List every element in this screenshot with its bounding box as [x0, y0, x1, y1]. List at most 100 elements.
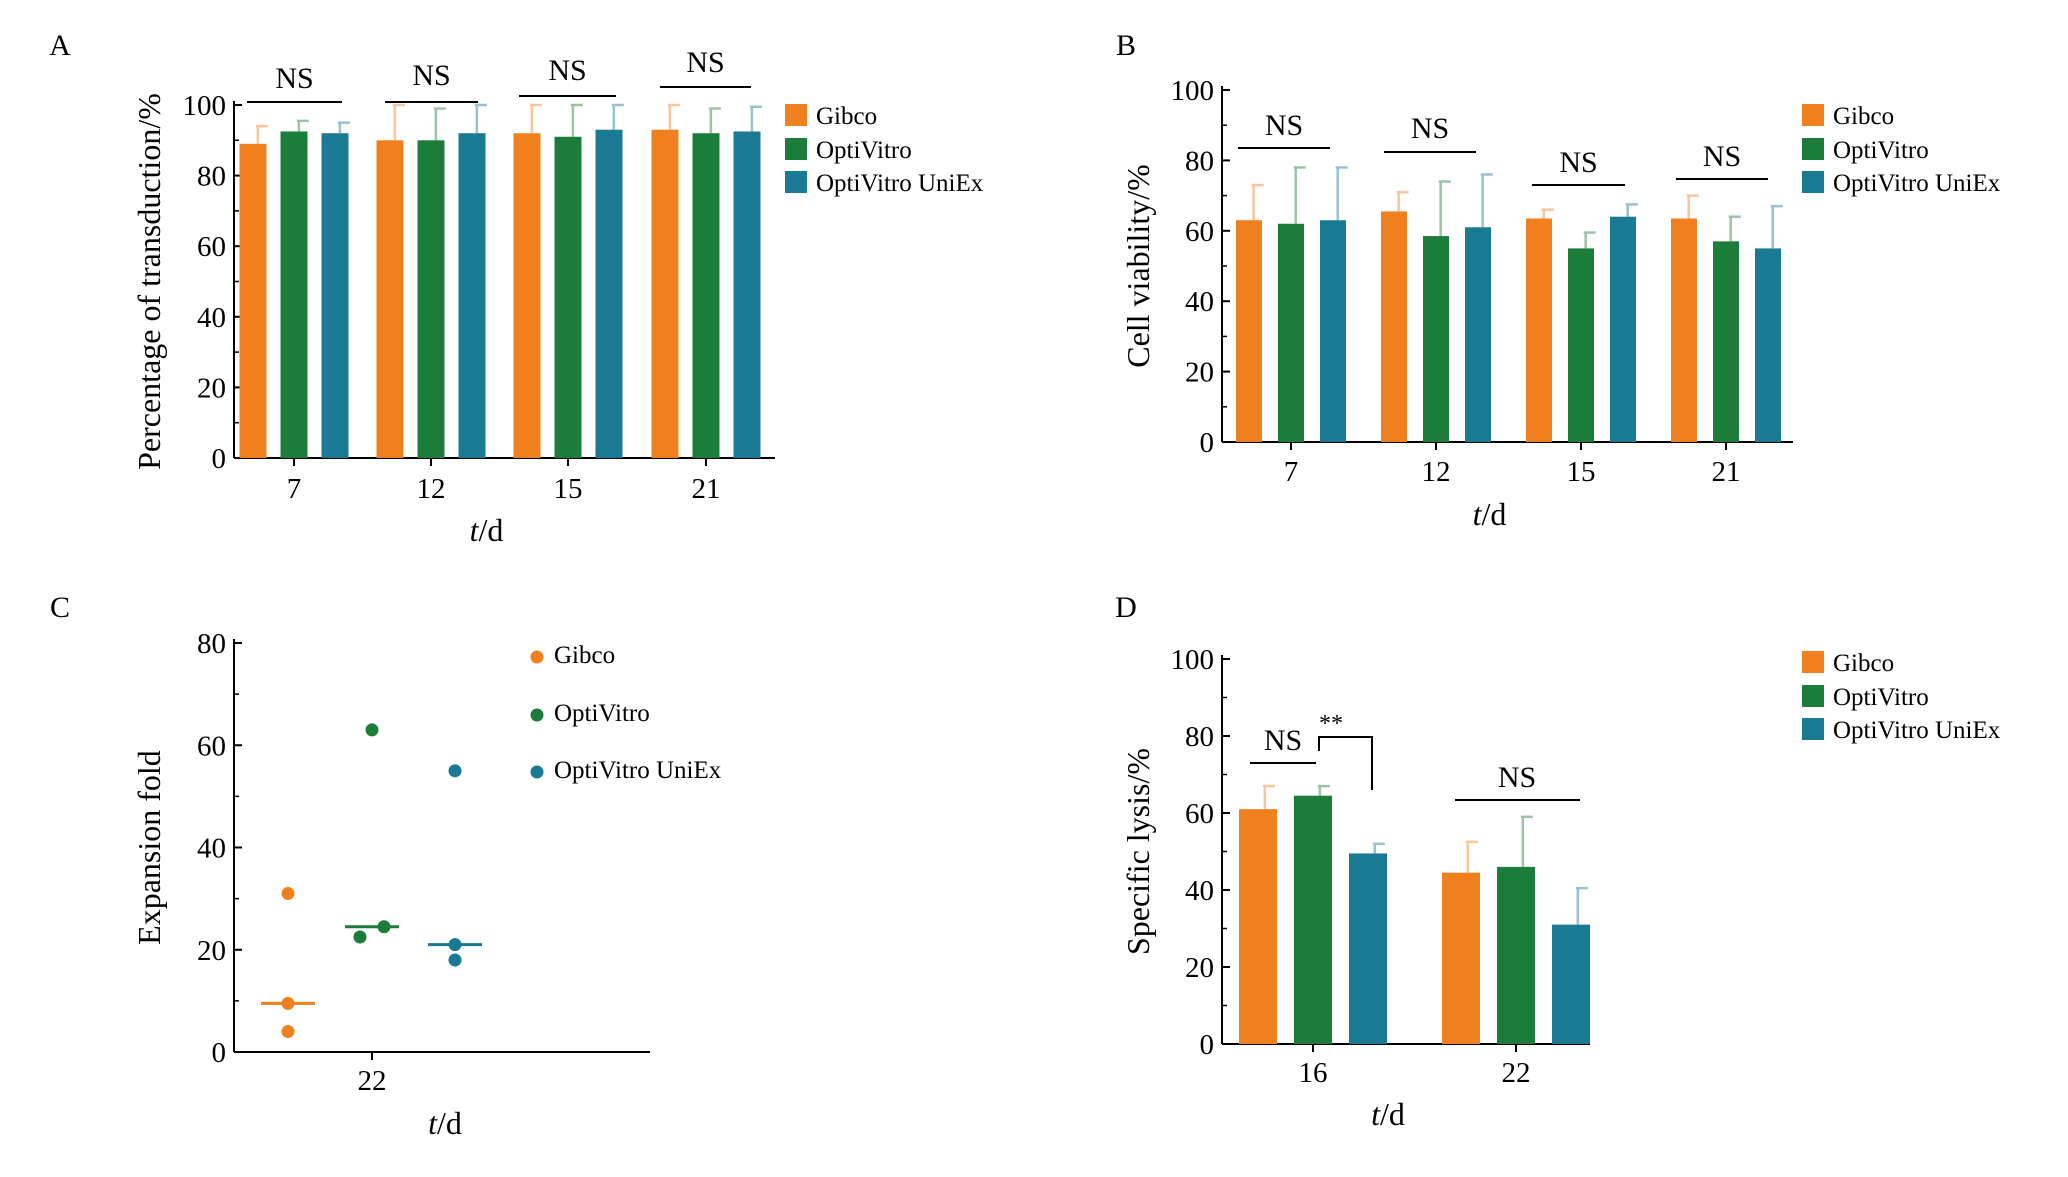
x-tick-label: 15 — [1567, 456, 1596, 488]
data-point-optivitro — [377, 920, 391, 934]
legend-label: Gibco — [1833, 103, 1894, 130]
y-tick-label: 40 — [197, 302, 226, 334]
y-axis-title: Expansion fold — [131, 750, 167, 945]
data-point-optivitro — [365, 723, 379, 737]
panel-a: A 0 20 40 60 80 100 Percentage of transduction/… — [49, 29, 984, 548]
bar-a-15-optivitro-uniex — [595, 129, 623, 458]
x-tick-label: 22 — [1502, 1057, 1531, 1089]
y-tick-label: 0 — [1200, 427, 1215, 459]
legend-marker — [530, 708, 544, 722]
y-tick-label: 100 — [1171, 75, 1215, 107]
x-axis-title: t/d — [428, 1105, 462, 1141]
y-tick-label: 100 — [183, 90, 227, 122]
bar-b-21-optivitro-uniex — [1755, 248, 1781, 442]
data-point-gibco — [281, 1025, 295, 1039]
legend-swatch — [1802, 651, 1824, 673]
x-tick-label: 7 — [287, 473, 302, 505]
y-axis-title: Cell viability/% — [1120, 164, 1156, 368]
y-tick-label: 20 — [197, 372, 226, 404]
y-tick-label: 40 — [1185, 875, 1214, 907]
data-point-optivitro-uniex — [448, 953, 462, 967]
x-tick-label: 16 — [1299, 1057, 1328, 1089]
x-tick-label: 21 — [692, 473, 721, 505]
significance-label: NS — [1559, 146, 1597, 179]
x-axis-title: t/d — [1473, 496, 1507, 532]
x-axis-title-unit: /d — [1482, 496, 1507, 532]
legend-swatch — [1802, 718, 1824, 740]
x-axis-title-unit: /d — [437, 1105, 462, 1141]
x-tick-label: 15 — [554, 473, 583, 505]
bar-b-7-optivitro — [1278, 223, 1304, 442]
y-tick-label: 100 — [1171, 644, 1215, 676]
bar-b-15-optivitro-uniex — [1610, 216, 1636, 442]
bar-b-12-optivitro — [1423, 236, 1449, 442]
panel-letter-d: D — [1115, 591, 1137, 624]
bar-a-7-gibco — [239, 143, 267, 458]
y-tick-label: 60 — [1185, 216, 1214, 248]
y-tick-label: 80 — [197, 628, 226, 660]
y-tick-label: 40 — [197, 833, 226, 865]
legend-label: OptiVitro — [1833, 137, 1929, 164]
legend-marker — [530, 765, 544, 779]
significance-label: NS — [1265, 109, 1303, 142]
bar-a-21-gibco — [651, 129, 679, 458]
x-tick-label: 22 — [358, 1065, 387, 1097]
bar-d-16-optivitro — [1294, 795, 1332, 1044]
y-tick-label: 0 — [212, 1037, 227, 1069]
panel-letter-c: C — [50, 591, 70, 624]
legend-label: Gibco — [1833, 650, 1894, 677]
bar-a-15-optivitro — [554, 136, 582, 458]
bar-a-12-gibco — [376, 140, 404, 459]
y-tick-label: 0 — [212, 443, 227, 475]
bar-a-21-optivitro — [692, 133, 720, 459]
legend-label: OptiVitro UniEx — [816, 170, 984, 197]
panel-d: D 0 20 40 60 80 100 Specific lysis/% 16 22 t/d Gibc… — [1115, 591, 2001, 1132]
bar-d-22-optivitro — [1497, 866, 1535, 1044]
x-tick-label: 12 — [417, 473, 446, 505]
y-tick-label: 20 — [1185, 357, 1214, 389]
data-point-optivitro-uniex — [448, 764, 462, 778]
x-axis-title: t/d — [470, 512, 504, 548]
data-point-optivitro — [353, 930, 367, 944]
significance-label: NS — [548, 54, 586, 87]
x-axis-title-var: t — [1473, 496, 1483, 532]
bar-a-15-gibco — [513, 133, 541, 459]
bar-b-21-gibco — [1671, 218, 1697, 442]
legend-label: OptiVitro UniEx — [1833, 170, 2001, 197]
significance-label: ** — [1319, 711, 1343, 737]
y-tick-label: 60 — [1185, 798, 1214, 830]
bar-b-12-optivitro-uniex — [1465, 227, 1491, 442]
panel-letter-a: A — [49, 29, 71, 62]
y-tick-label: 80 — [197, 161, 226, 193]
legend-label: OptiVitro — [816, 137, 912, 164]
x-tick-label: 7 — [1284, 456, 1299, 488]
bar-b-7-gibco — [1236, 220, 1262, 442]
y-axis-title: Percentage of transduction/% — [131, 93, 167, 470]
x-axis-title-var: t — [1371, 1096, 1381, 1132]
x-axis-title-var: t — [428, 1105, 438, 1141]
significance-label: NS — [1264, 724, 1302, 757]
legend-marker — [530, 650, 544, 664]
bar-d-16-gibco — [1239, 809, 1277, 1044]
y-tick-label: 20 — [197, 935, 226, 967]
legend-label: Gibco — [816, 103, 877, 130]
x-tick-label: 12 — [1422, 456, 1451, 488]
data-point-gibco — [281, 887, 295, 901]
y-tick-label: 20 — [1185, 952, 1214, 984]
x-axis-title-unit: /d — [1380, 1096, 1405, 1132]
bar-a-12-optivitro-uniex — [458, 133, 486, 459]
bar-b-15-gibco — [1526, 218, 1552, 442]
legend-swatch — [1802, 104, 1824, 126]
legend-label: OptiVitro — [554, 700, 650, 727]
significance-bracket — [1318, 736, 1373, 790]
y-tick-label: 80 — [1185, 721, 1214, 753]
legend-label: Gibco — [554, 642, 615, 669]
panel-letter-b: B — [1116, 29, 1136, 62]
legend-swatch — [785, 138, 807, 160]
significance-label: NS — [1498, 761, 1536, 794]
x-axis-title-unit: /d — [479, 512, 504, 548]
y-tick-label: 60 — [197, 730, 226, 762]
y-tick-label: 80 — [1185, 145, 1214, 177]
bar-b-12-gibco — [1381, 211, 1407, 442]
